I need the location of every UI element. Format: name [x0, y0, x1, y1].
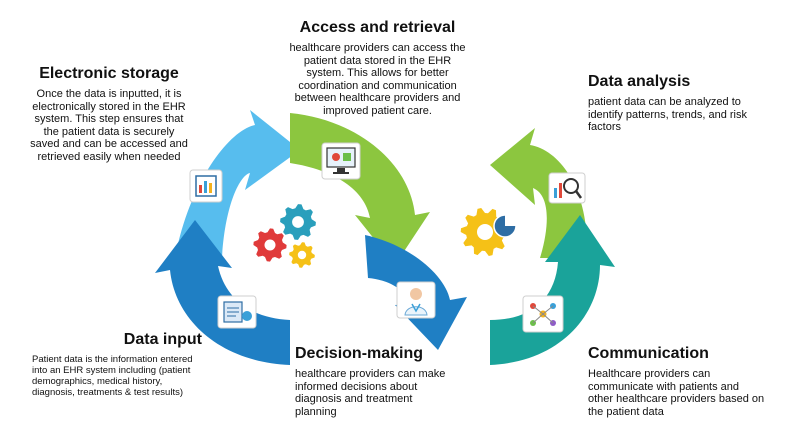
step-data-input: Data input Patient data is the informati…	[32, 330, 207, 398]
network-people-icon	[522, 295, 564, 333]
doctor-icon	[396, 281, 436, 319]
step-title: Access and retrieval	[299, 19, 456, 36]
arrow-access-retrieval	[290, 113, 430, 265]
step-description: healthcare providers can make informed d…	[295, 368, 446, 418]
arrow-data-input	[155, 220, 290, 365]
step-decision-making: Decision-making healthcare providers can…	[295, 344, 455, 418]
arrow-data-analysis	[490, 128, 588, 258]
step-communication: Communication Healthcare providers can c…	[588, 344, 766, 418]
pie-chart-icon	[493, 214, 517, 238]
step-title: Electronic storage	[39, 65, 179, 82]
arrow-communication	[490, 215, 615, 365]
step-title: Data analysis	[588, 73, 691, 90]
step-description: healthcare providers can access the pati…	[289, 42, 466, 117]
step-description: Healthcare providers can communicate wit…	[588, 368, 765, 418]
monitor-medical-icon	[321, 142, 361, 180]
step-data-analysis: Data analysis patient data can be analyz…	[588, 72, 758, 134]
step-description: patient data can be analyzed to identify…	[588, 96, 747, 133]
gears-icon	[253, 204, 316, 268]
arrow-electronic-storage	[175, 110, 300, 258]
gear-teal-icon	[280, 204, 316, 240]
step-description: Once the data is inputted, it is electro…	[30, 88, 188, 163]
gear-red-icon	[253, 228, 287, 262]
tablet-chart-icon	[189, 169, 223, 203]
step-access-retrieval: Access and retrieval healthcare provider…	[285, 18, 470, 117]
gear-pie-chart-icon	[460, 208, 517, 256]
step-electronic-storage: Electronic storage Once the data is inpu…	[28, 64, 190, 163]
step-title: Data input	[123, 331, 202, 348]
gear-yellow-icon	[289, 242, 315, 268]
step-title: Decision-making	[295, 345, 424, 362]
magnifier-chart-icon	[548, 172, 586, 204]
medical-records-icon	[217, 295, 257, 329]
step-title: Communication	[588, 345, 709, 362]
step-description: Patient data is the information entered …	[32, 354, 193, 398]
